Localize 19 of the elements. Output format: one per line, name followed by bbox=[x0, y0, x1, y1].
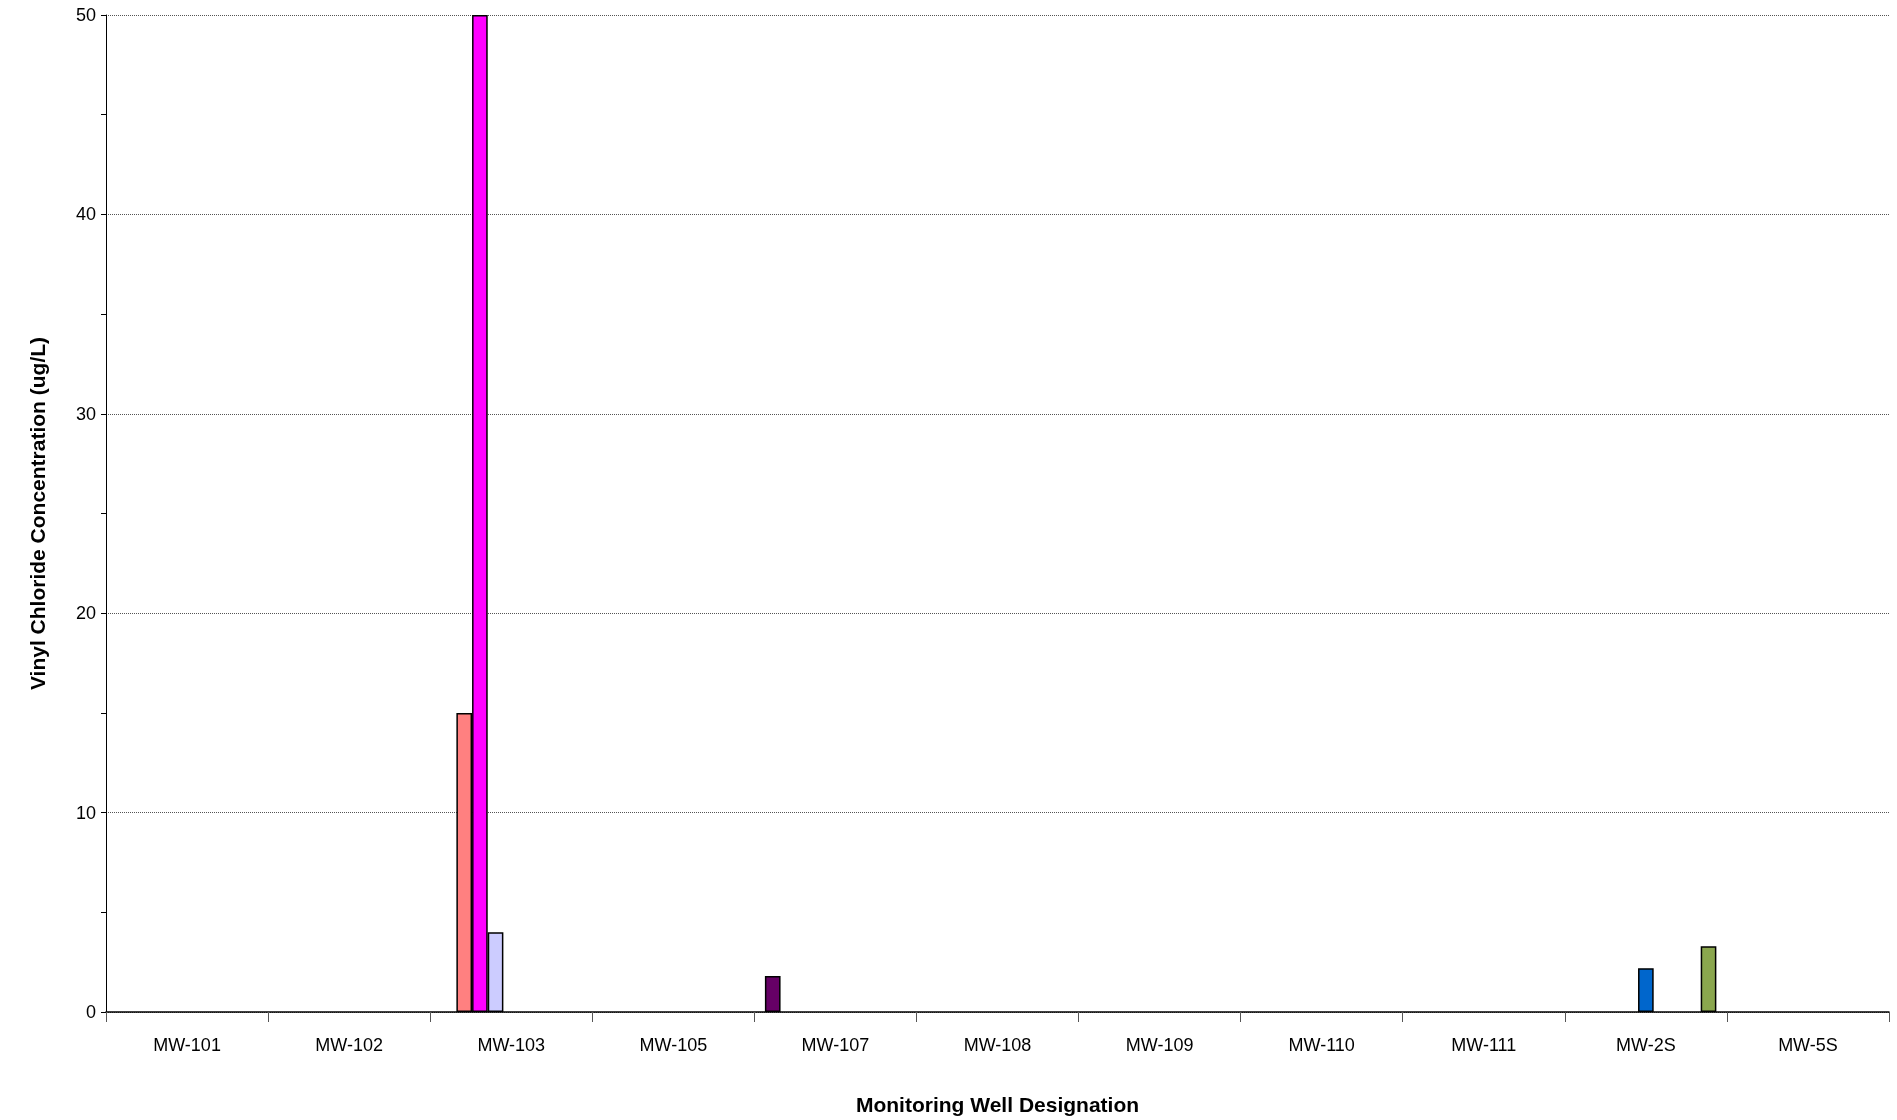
x-tick-label: MW-5S bbox=[1778, 1035, 1838, 1055]
x-tick-label: MW-2S bbox=[1616, 1035, 1676, 1055]
x-tick-label: MW-103 bbox=[477, 1035, 546, 1055]
x-tick-label: MW-102 bbox=[315, 1035, 383, 1055]
y-tick-label: 0 bbox=[85, 1002, 96, 1022]
x-tick-label: MW-105 bbox=[639, 1035, 708, 1055]
y-tick-label: 10 bbox=[75, 802, 96, 823]
x-tick-label: MW-101 bbox=[153, 1035, 221, 1055]
x-tick-label: MW-111 bbox=[1451, 1035, 1517, 1055]
y-tick-label: 50 bbox=[75, 5, 96, 25]
x-tick-label: MW-109 bbox=[1125, 1035, 1194, 1055]
x-axis-title: Monitoring Well Designation bbox=[855, 1093, 1140, 1116]
x-tick-label: MW-108 bbox=[963, 1035, 1032, 1055]
x-tick-label: MW-107 bbox=[801, 1035, 870, 1055]
y-tick-label: 20 bbox=[75, 603, 96, 624]
y-tick-label: 40 bbox=[75, 204, 96, 225]
y-axis-title: Vinyl Chloride Concentration (ug/L) bbox=[26, 336, 49, 691]
x-tick-label: MW-110 bbox=[1288, 1035, 1355, 1055]
y-tick-label: 30 bbox=[75, 403, 96, 424]
